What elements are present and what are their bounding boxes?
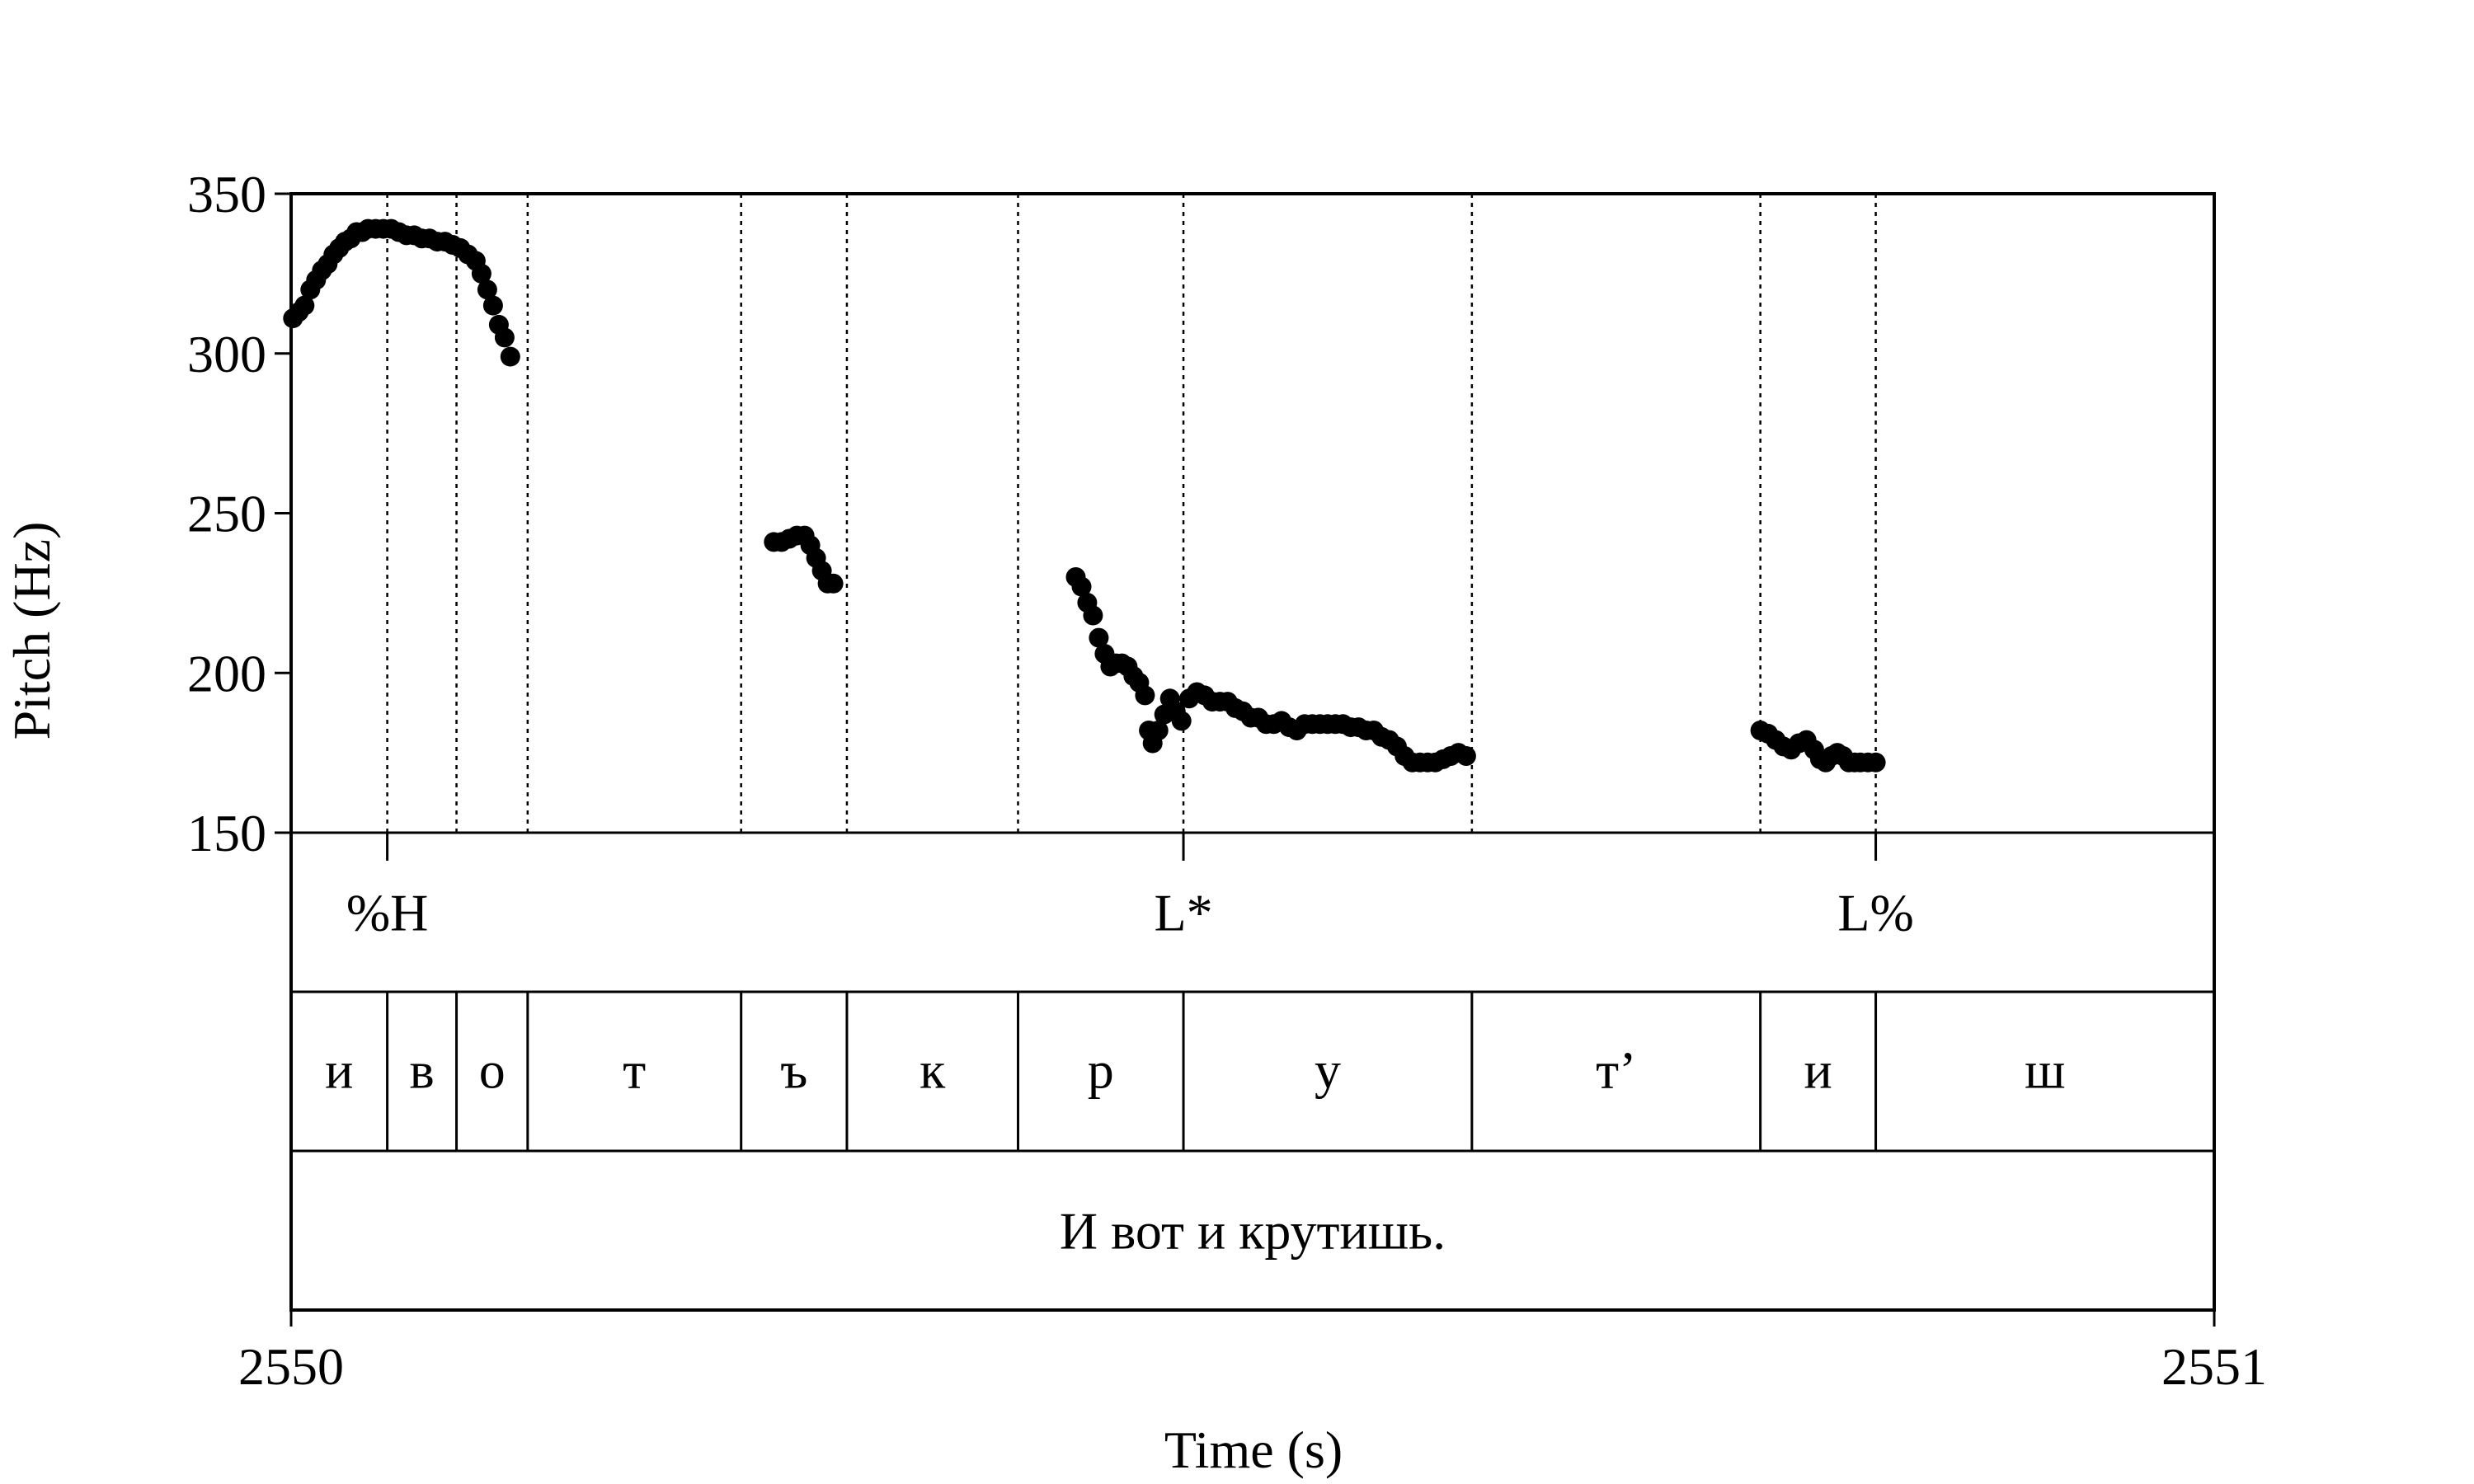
tone-label: L% bbox=[1837, 884, 1913, 942]
pitch-point bbox=[482, 295, 503, 316]
x-axis-label: Time (s) bbox=[1164, 1421, 1343, 1479]
tier-labels: %H L* L%и в о т ъ к р у т’ и шИ вот и крутишь. bbox=[325, 884, 2065, 1261]
segment-label: к bbox=[920, 1041, 946, 1100]
segment-label: ш bbox=[2025, 1041, 2065, 1100]
pitch-point bbox=[494, 327, 515, 348]
pitch-point bbox=[1456, 746, 1476, 766]
tone-label: L* bbox=[1155, 884, 1213, 942]
pitch-point bbox=[294, 295, 315, 316]
segment-label: и bbox=[325, 1041, 353, 1100]
pitch-point bbox=[1089, 627, 1109, 648]
y-tick-label: 200 bbox=[187, 644, 266, 702]
y-tick-label: 300 bbox=[187, 325, 266, 383]
y-tick-label: 150 bbox=[187, 804, 266, 862]
segment-label: ъ bbox=[780, 1041, 807, 1100]
pitch-point bbox=[500, 346, 520, 367]
segment-label: и bbox=[1804, 1041, 1832, 1100]
segment-label: о bbox=[479, 1041, 506, 1100]
x-tick-label: 2551 bbox=[2161, 1337, 2267, 1396]
y-tick-label: 250 bbox=[187, 485, 266, 543]
pitch-point bbox=[1148, 721, 1169, 740]
segment-label: в bbox=[409, 1041, 434, 1100]
pitch-point bbox=[1171, 711, 1192, 731]
plot-frame bbox=[289, 192, 2216, 1312]
x-tick-label: 2550 bbox=[238, 1337, 344, 1396]
y-axis-label: Pitch (Hz) bbox=[2, 522, 61, 740]
pitch-point bbox=[1865, 752, 1886, 773]
pitch-points bbox=[283, 218, 1886, 773]
segment-label: р bbox=[1088, 1041, 1114, 1100]
pitch-point bbox=[823, 573, 844, 594]
pitch-point bbox=[477, 279, 497, 300]
segment-label: т’ bbox=[1596, 1041, 1636, 1100]
tone-label: %H bbox=[346, 884, 429, 942]
pitch-point bbox=[471, 263, 492, 284]
boundary-lines bbox=[386, 194, 1877, 833]
y-tick-label: 350 bbox=[187, 165, 266, 223]
sentence-label: И вот и крутишь. bbox=[1060, 1202, 1446, 1261]
pitch-point bbox=[1083, 605, 1103, 626]
pitch-point bbox=[1135, 685, 1155, 706]
segment-label: у bbox=[1315, 1041, 1341, 1100]
axes: 150 200 250 300 350 2550 2551 bbox=[187, 165, 2267, 1396]
pitch-point bbox=[1071, 576, 1092, 597]
outer-frame bbox=[289, 192, 2216, 1312]
segment-label: т bbox=[623, 1041, 646, 1100]
